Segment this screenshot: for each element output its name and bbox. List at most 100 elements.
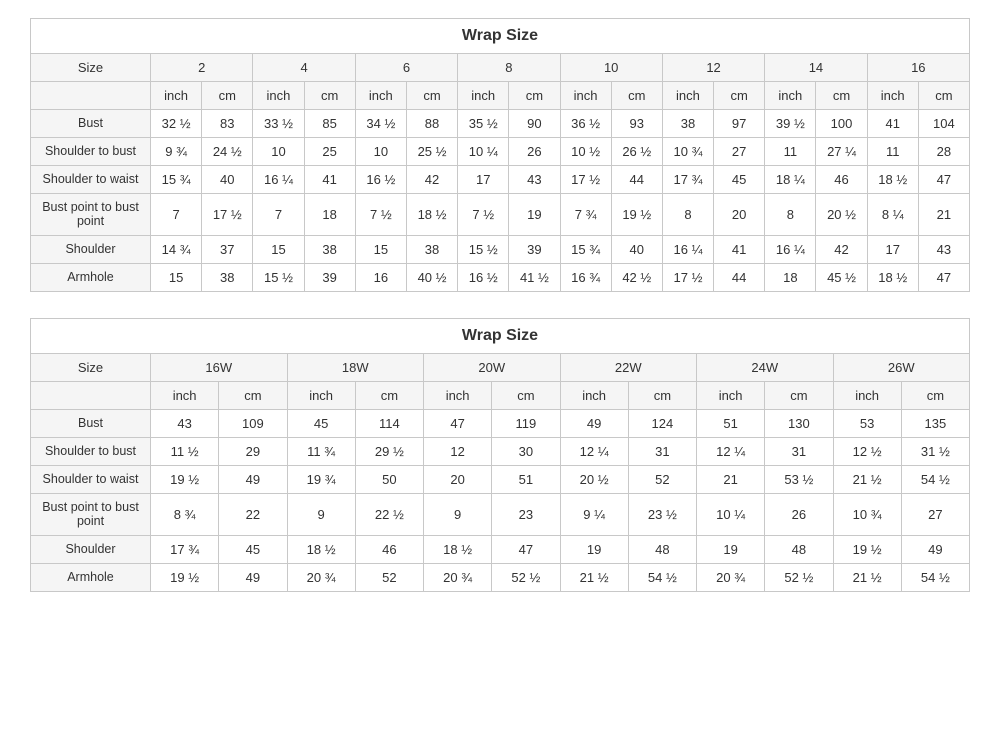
value-inch: 20 <box>424 465 492 493</box>
unit-cm-header: cm <box>816 82 867 110</box>
size-label-header: Size <box>31 353 151 381</box>
value-cm: 48 <box>765 535 833 563</box>
value-cm: 52 ½ <box>765 563 833 591</box>
value-cm: 104 <box>918 110 969 138</box>
value-inch: 11 <box>867 138 918 166</box>
value-cm: 38 <box>202 263 253 291</box>
value-inch: 8 <box>765 194 816 236</box>
value-inch: 16 ¼ <box>765 235 816 263</box>
value-cm: 30 <box>492 437 560 465</box>
value-inch: 19 <box>560 535 628 563</box>
table-row: Bust point to bust point717 ½7187 ½18 ½7… <box>31 194 970 236</box>
measurement-label: Shoulder to bust <box>31 437 151 465</box>
value-inch: 9 ¼ <box>560 493 628 535</box>
unit-inch-header: inch <box>253 82 304 110</box>
value-cm: 20 <box>714 194 765 236</box>
table-row: Armhole153815 ½391640 ½16 ½41 ½16 ¾42 ½1… <box>31 263 970 291</box>
value-inch: 19 ½ <box>151 563 219 591</box>
unit-inch-header: inch <box>151 82 202 110</box>
value-cm: 25 ½ <box>406 138 457 166</box>
value-inch: 9 <box>287 493 355 535</box>
size-header: 16 <box>867 54 969 82</box>
unit-cm-header: cm <box>202 82 253 110</box>
value-cm: 23 <box>492 493 560 535</box>
value-inch: 20 ½ <box>560 465 628 493</box>
value-inch: 7 ½ <box>355 194 406 236</box>
value-cm: 24 ½ <box>202 138 253 166</box>
measurement-label: Shoulder to bust <box>31 138 151 166</box>
value-cm: 41 ½ <box>509 263 560 291</box>
table-row: Shoulder14 ¾371538153815 ½3915 ¾4016 ¼41… <box>31 235 970 263</box>
value-inch: 8 <box>662 194 713 236</box>
value-inch: 21 ½ <box>560 563 628 591</box>
value-cm: 48 <box>628 535 696 563</box>
value-inch: 16 ½ <box>355 166 406 194</box>
value-cm: 52 ½ <box>492 563 560 591</box>
value-inch: 11 <box>765 138 816 166</box>
value-inch: 17 ¾ <box>151 535 219 563</box>
value-cm: 26 <box>509 138 560 166</box>
measurement-label: Shoulder to waist <box>31 465 151 493</box>
value-inch: 10 ¼ <box>458 138 509 166</box>
unit-inch-header: inch <box>424 381 492 409</box>
value-inch: 11 ½ <box>151 437 219 465</box>
value-cm: 49 <box>901 535 969 563</box>
value-inch: 15 <box>253 235 304 263</box>
value-inch: 16 ¼ <box>662 235 713 263</box>
value-cm: 26 <box>765 493 833 535</box>
value-cm: 40 ½ <box>406 263 457 291</box>
value-inch: 19 <box>697 535 765 563</box>
table-row: Shoulder17 ¾4518 ½4618 ½471948194819 ½49 <box>31 535 970 563</box>
value-cm: 85 <box>304 110 355 138</box>
value-cm: 42 <box>406 166 457 194</box>
size-header: 14 <box>765 54 867 82</box>
value-cm: 46 <box>355 535 423 563</box>
value-cm: 27 <box>714 138 765 166</box>
value-cm: 44 <box>611 166 662 194</box>
value-inch: 15 ½ <box>253 263 304 291</box>
value-cm: 21 <box>918 194 969 236</box>
table-row: Bust point to bust point8 ¾22922 ½9239 ¼… <box>31 493 970 535</box>
value-inch: 7 <box>253 194 304 236</box>
value-inch: 16 ¼ <box>253 166 304 194</box>
value-inch: 7 ½ <box>458 194 509 236</box>
measurement-label: Armhole <box>31 263 151 291</box>
value-cm: 39 <box>509 235 560 263</box>
value-cm: 22 ½ <box>355 493 423 535</box>
value-inch: 17 ½ <box>662 263 713 291</box>
size-header: 2 <box>151 54 253 82</box>
size-header: 20W <box>424 353 561 381</box>
size-header: 8 <box>458 54 560 82</box>
unit-cm-header: cm <box>918 82 969 110</box>
value-cm: 31 <box>765 437 833 465</box>
value-cm: 43 <box>918 235 969 263</box>
unit-cm-header: cm <box>611 82 662 110</box>
measurement-label: Bust <box>31 110 151 138</box>
measurement-label: Bust point to bust point <box>31 493 151 535</box>
value-cm: 49 <box>219 563 287 591</box>
unit-inch-header: inch <box>560 381 628 409</box>
unit-inch-header: inch <box>833 381 901 409</box>
value-inch: 38 <box>662 110 713 138</box>
value-inch: 33 ½ <box>253 110 304 138</box>
value-inch: 51 <box>697 409 765 437</box>
value-cm: 26 ½ <box>611 138 662 166</box>
value-inch: 19 ½ <box>151 465 219 493</box>
value-cm: 23 ½ <box>628 493 696 535</box>
unit-inch-header: inch <box>151 381 219 409</box>
value-inch: 34 ½ <box>355 110 406 138</box>
value-cm: 130 <box>765 409 833 437</box>
value-inch: 32 ½ <box>151 110 202 138</box>
unit-inch-header: inch <box>662 82 713 110</box>
unit-inch-header: inch <box>560 82 611 110</box>
value-inch: 17 <box>867 235 918 263</box>
value-cm: 19 <box>509 194 560 236</box>
value-cm: 46 <box>816 166 867 194</box>
value-cm: 52 <box>628 465 696 493</box>
value-inch: 10 ¾ <box>833 493 901 535</box>
value-cm: 41 <box>714 235 765 263</box>
value-cm: 100 <box>816 110 867 138</box>
value-inch: 36 ½ <box>560 110 611 138</box>
size-header: 12 <box>662 54 764 82</box>
value-inch: 18 ½ <box>867 166 918 194</box>
